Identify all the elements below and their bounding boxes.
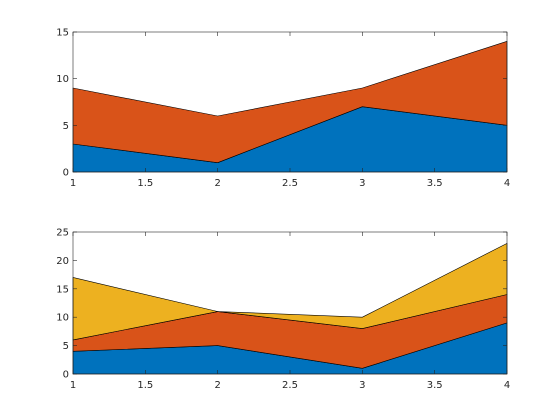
y-tick-label: 0: [63, 168, 69, 179]
x-tick-label: 4: [504, 380, 510, 391]
y-tick-label: 0: [63, 370, 69, 381]
x-tick-label: 2.5: [282, 380, 298, 391]
x-tick-label: 2: [214, 178, 220, 189]
y-tick-label: 25: [56, 228, 69, 239]
x-tick-label: 3: [359, 380, 365, 391]
x-tick-label: 3.5: [427, 380, 443, 391]
x-tick-label: 1: [70, 178, 76, 189]
bottom-subplot: 1 1.5 2 2.5 3 3.5 4 0 5 10 15 20 25: [56, 228, 510, 392]
x-tick-label: 1: [70, 380, 76, 391]
top-subplot: 1 1.5 2 2.5 3 3.5 4 0 5 10 15: [56, 28, 510, 190]
y-tick-label: 15: [56, 284, 69, 295]
y-tick-label: 10: [56, 313, 69, 324]
y-tick-label: 10: [56, 74, 69, 85]
x-tick-label: 3.5: [427, 178, 443, 189]
x-tick-label: 1.5: [137, 380, 153, 391]
x-tick-label: 4: [504, 178, 510, 189]
x-tick-label: 1.5: [137, 178, 153, 189]
y-tick-label: 15: [56, 28, 69, 39]
y-tick-label: 5: [63, 341, 69, 352]
y-tick-label: 5: [63, 121, 69, 132]
x-tick-label: 2.5: [282, 178, 298, 189]
x-tick-label: 2: [214, 380, 220, 391]
x-tick-label: 3: [359, 178, 365, 189]
y-tick-label: 20: [56, 256, 69, 267]
